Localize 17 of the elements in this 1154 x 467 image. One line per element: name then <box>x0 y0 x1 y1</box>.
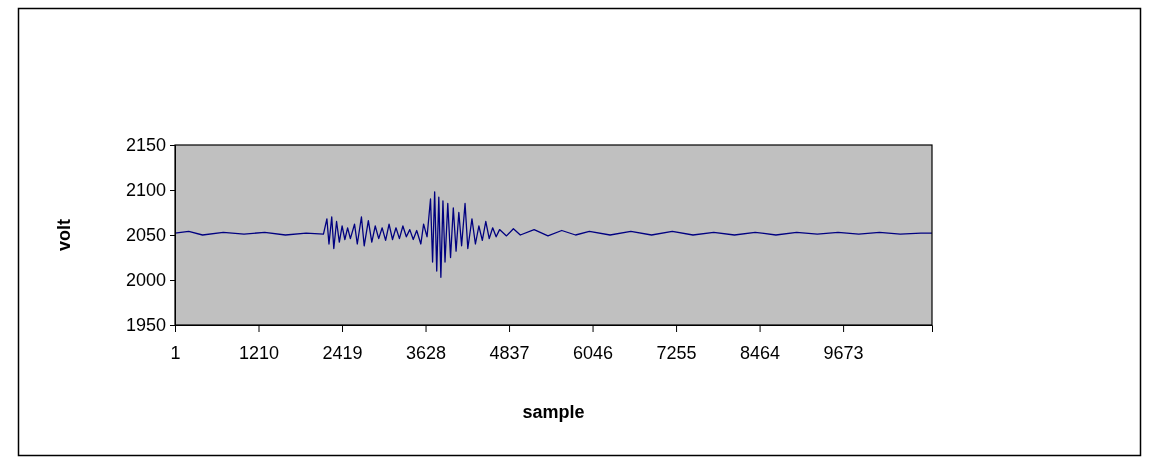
x-tick-label: 8464 <box>740 342 781 363</box>
x-tick-label: 7255 <box>656 342 697 363</box>
x-axis-title: sample <box>522 402 585 422</box>
line-series <box>174 191 933 278</box>
y-tick-label: 2000 <box>125 270 166 291</box>
y-tick-label: 1950 <box>125 315 166 336</box>
x-tick-label: 1 <box>170 342 181 363</box>
x-tick-label: 1210 <box>238 342 280 363</box>
y-tick-label: 2050 <box>125 225 166 246</box>
x-tick-label: 2419 <box>322 342 363 363</box>
x-tick-label: 6046 <box>573 342 614 363</box>
x-tick-label: 4837 <box>489 342 530 363</box>
y-tick-label: 2100 <box>125 180 166 201</box>
y-tick-label: 2150 <box>125 135 166 156</box>
x-tick-label: 3628 <box>406 342 447 363</box>
x-tick-label: 9673 <box>823 342 864 363</box>
y-axis-title: volt <box>54 218 74 252</box>
